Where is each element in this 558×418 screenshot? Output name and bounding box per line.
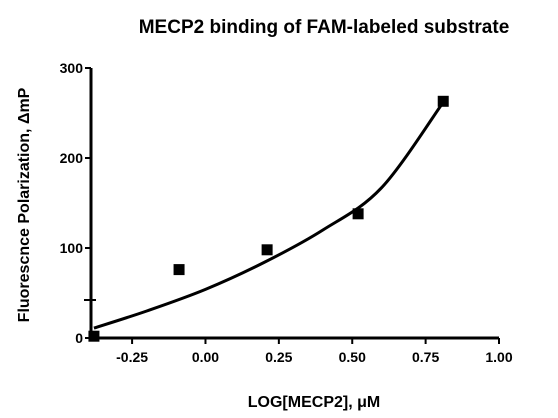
data-point: [261, 244, 273, 256]
x-tick-label: 0.00: [192, 349, 219, 365]
x-tick-label: 1.00: [485, 349, 512, 365]
fit-curve-group: [93, 101, 445, 330]
data-point: [352, 208, 364, 220]
chart-title: MECP2 binding of FAM-labeled substrate: [139, 17, 510, 38]
data-point: [88, 330, 100, 342]
x-axis-label: LOG[MECP2], μM: [248, 394, 380, 411]
fit-curve: [93, 101, 445, 330]
x-ticks: -0.25 0.00 0.25 0.50 0.75 1.00: [116, 338, 513, 365]
x-tick-label: 0.75: [412, 349, 439, 365]
y-tick-label: 300: [60, 60, 84, 76]
x-tick-label: -0.25: [116, 349, 148, 365]
y-axis-label-group: Fluorescnce Polarization, ΔmP: [16, 87, 33, 322]
data-point: [437, 95, 449, 107]
data-points: [88, 95, 449, 342]
y-tick-label: 0: [75, 330, 83, 346]
y-tick-label: 100: [60, 240, 84, 256]
y-ticks: 0 100 200 300: [60, 60, 91, 346]
x-tick-label: 0.25: [265, 349, 292, 365]
y-tick-label: 200: [60, 150, 84, 166]
y-axis-label: Fluorescnce Polarization, ΔmP: [16, 87, 33, 322]
data-point: [173, 264, 185, 276]
axes: [84, 68, 499, 340]
x-tick-label: 0.50: [339, 349, 366, 365]
